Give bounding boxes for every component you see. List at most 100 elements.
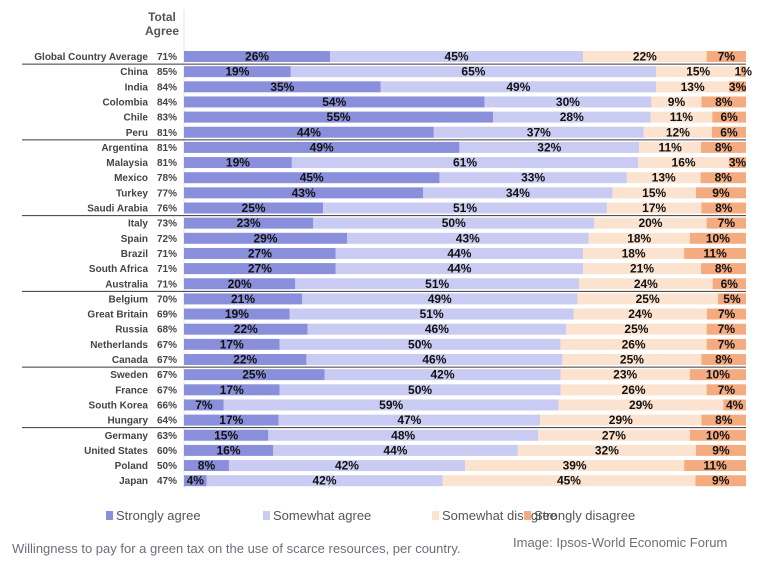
total-agree-value: 69% (157, 310, 177, 321)
data-label: 8% (715, 95, 733, 109)
data-label: 42% (335, 459, 359, 473)
data-label: 45% (557, 474, 581, 488)
country-label: South Africa (89, 264, 149, 275)
legend-item-strongly-disagree: Strongly disagree (524, 508, 635, 523)
row-south-korea: South Korea 66% 7% 59% 29% 4% (89, 398, 746, 412)
bar-somewhat-disagree (538, 429, 690, 441)
data-label: 43% (292, 186, 316, 200)
data-label: 17% (642, 201, 666, 215)
bar-somewhat-agree (324, 369, 561, 381)
data-label: 55% (327, 110, 351, 124)
total-agree-value: 71% (157, 264, 177, 275)
country-label: Argentina (101, 143, 148, 154)
country-label: China (120, 67, 148, 78)
data-label: 30% (556, 95, 580, 109)
bar-strongly-disagree (712, 111, 746, 123)
bar-somewhat-agree (423, 187, 613, 199)
row-germany: Germany 63% 15% 48% 27% 10% (105, 428, 746, 442)
legend-item-somewhat-agree: Somewhat agree (263, 508, 371, 523)
bar-somewhat-agree (290, 66, 657, 78)
country-label: Sweden (110, 370, 148, 381)
data-label: 35% (270, 80, 294, 94)
bar-somewhat-disagree (442, 475, 696, 487)
data-label: 65% (461, 65, 485, 79)
bar-somewhat-disagree (626, 172, 701, 184)
legend-label: Strongly disagree (534, 508, 635, 523)
total-agree-value: 84% (157, 97, 177, 108)
row-global-country-average: Global Country Average 71% 26% 45% 22% 7% (34, 50, 746, 64)
bar-somewhat-agree (206, 475, 443, 487)
bar-strongly-agree (184, 429, 269, 441)
row-turkey: Turkey 77% 43% 34% 15% 9% (116, 186, 746, 200)
data-label: 10% (706, 368, 730, 382)
bar-strongly-agree (184, 414, 279, 426)
bar-strongly-agree (184, 202, 324, 214)
bar-strongly-agree (184, 172, 440, 184)
bar-somewhat-disagree (566, 323, 707, 335)
bar-somewhat-disagree (577, 293, 718, 305)
total-agree-value: 71% (157, 52, 177, 63)
data-label: 23% (613, 368, 637, 382)
data-label: 43% (456, 231, 480, 245)
data-label: 7% (718, 216, 736, 230)
bar-strongly-agree (184, 444, 274, 456)
data-label: 32% (595, 443, 619, 457)
total-agree-value: 47% (157, 476, 177, 487)
data-label: 39% (563, 459, 587, 473)
data-label: 28% (560, 110, 584, 124)
bar-strongly-agree (184, 66, 291, 78)
bar-somewhat-agree (459, 141, 640, 153)
data-label: 8% (715, 140, 733, 154)
row-france: France 67% 17% 50% 26% 7% (115, 383, 746, 397)
data-label: 44% (447, 246, 471, 260)
data-label: 11% (703, 246, 727, 260)
data-label: 21% (231, 292, 255, 306)
bar-somewhat-agree (433, 126, 644, 138)
country-label: Belgium (109, 294, 149, 305)
data-label: 9% (712, 186, 730, 200)
bar-somewhat-disagree (560, 338, 707, 350)
total-agree-value: 73% (157, 219, 177, 230)
country-label: Spain (121, 234, 148, 245)
chart-caption: Willingness to pay for a green tax on th… (12, 541, 461, 556)
total-agree-value: 72% (157, 234, 177, 245)
row-chile: Chile 83% 55% 28% 11% 6% (124, 110, 746, 124)
row-great-britain: Great Britain 69% 19% 51% 24% 7% (87, 307, 746, 321)
data-label: 16% (216, 443, 240, 457)
data-label: 46% (425, 322, 449, 336)
legend: Strongly agree Somewhat agree Somewhat dis… (106, 508, 635, 523)
data-label: 44% (447, 262, 471, 276)
bar-strongly-disagree (728, 157, 746, 169)
data-label: 29% (629, 398, 653, 412)
bar-somewhat-disagree (594, 217, 707, 229)
bar-somewhat-disagree (583, 263, 702, 275)
data-label: 8% (715, 413, 733, 427)
data-label: 42% (312, 474, 336, 488)
image-credit: Image: Ipsos-World Economic Forum (513, 535, 728, 550)
data-label: 18% (622, 246, 646, 260)
row-mexico: Mexico 78% 45% 33% 13% 8% (114, 171, 746, 185)
country-label: India (125, 82, 149, 93)
data-label: 4% (187, 474, 205, 488)
legend-item-strongly-agree: Strongly agree (106, 508, 201, 523)
data-label: 7% (718, 307, 736, 321)
row-argentina: Argentina 81% 49% 32% 11% 8% (101, 140, 746, 154)
bar-strongly-agree (184, 81, 381, 93)
bar-somewhat-disagree (656, 66, 741, 78)
data-label: 7% (718, 322, 736, 336)
data-label: 33% (521, 171, 545, 185)
legend-swatch (524, 511, 531, 520)
bar-somewhat-disagree (639, 141, 702, 153)
bar-strongly-disagree (729, 81, 746, 93)
bar-strongly-agree (184, 369, 325, 381)
bar-somewhat-agree (380, 81, 657, 93)
bar-strongly-disagree (695, 444, 746, 456)
data-label: 18% (627, 231, 651, 245)
data-label: 49% (310, 140, 334, 154)
legend-label: Strongly agree (116, 508, 201, 523)
total-agree-value: 85% (157, 67, 177, 78)
row-colombia: Colombia 84% 54% 30% 9% 8% (102, 95, 746, 109)
data-label: 9% (668, 95, 686, 109)
bar-strongly-agree (184, 263, 336, 275)
